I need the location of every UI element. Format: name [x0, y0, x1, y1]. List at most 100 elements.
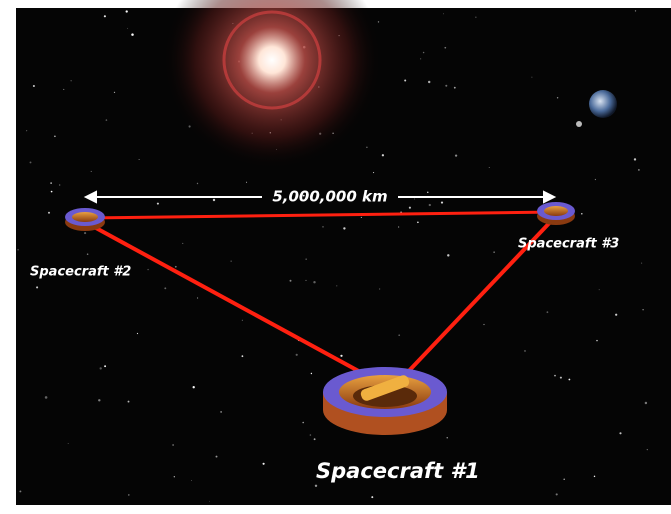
star	[493, 251, 495, 253]
star	[420, 58, 422, 60]
star	[555, 493, 558, 496]
star	[454, 154, 458, 157]
star	[524, 350, 526, 352]
star	[404, 79, 407, 82]
star	[138, 159, 140, 161]
star	[63, 88, 65, 90]
star	[568, 378, 571, 381]
star	[113, 91, 116, 94]
star	[531, 76, 533, 78]
star	[642, 309, 644, 311]
star	[128, 494, 130, 496]
stars	[17, 10, 648, 502]
star	[633, 158, 637, 161]
star	[19, 490, 22, 493]
node-label: Spacecraft #3	[518, 237, 619, 252]
star	[192, 386, 195, 389]
star	[314, 484, 318, 487]
star	[84, 232, 87, 235]
star	[305, 279, 307, 281]
star	[36, 286, 39, 289]
spacecraft-1	[323, 367, 447, 435]
node-label: Spacecraft #1	[316, 459, 480, 483]
star	[125, 10, 128, 13]
star	[54, 135, 56, 138]
star	[313, 438, 316, 441]
star	[241, 355, 244, 358]
star	[442, 13, 444, 15]
star	[554, 374, 556, 377]
star	[50, 182, 52, 184]
spacecraft-2	[65, 208, 105, 231]
star	[453, 86, 456, 89]
laser-link	[84, 220, 376, 382]
star	[594, 178, 597, 181]
star	[230, 260, 232, 262]
star	[29, 161, 32, 164]
star	[172, 444, 174, 446]
star	[381, 154, 385, 157]
star	[156, 202, 159, 205]
distance-arrow	[83, 190, 557, 204]
star	[103, 15, 106, 18]
star	[47, 211, 51, 214]
star	[127, 27, 129, 29]
star	[546, 311, 549, 314]
star	[196, 182, 199, 185]
star	[373, 172, 375, 174]
star	[190, 480, 192, 482]
star	[173, 476, 175, 478]
star	[127, 400, 130, 403]
star	[398, 226, 400, 228]
star	[596, 339, 598, 342]
star	[377, 21, 380, 23]
star	[241, 319, 243, 321]
star	[475, 16, 477, 18]
star	[86, 253, 89, 255]
star	[447, 254, 450, 257]
star	[67, 443, 69, 444]
star	[313, 280, 316, 284]
moon	[576, 121, 582, 127]
star	[336, 285, 338, 287]
star	[310, 372, 313, 375]
star	[17, 248, 19, 251]
star	[105, 119, 108, 121]
star	[422, 51, 425, 54]
star	[446, 437, 448, 439]
star	[322, 226, 324, 228]
star	[400, 211, 402, 213]
star	[559, 376, 562, 379]
star	[246, 181, 248, 183]
star	[417, 221, 419, 224]
star	[164, 287, 167, 290]
star	[634, 10, 637, 12]
star	[136, 332, 139, 335]
arrow-head	[83, 190, 97, 204]
star	[50, 190, 53, 193]
arrow-head	[543, 190, 557, 204]
star	[360, 216, 362, 218]
star	[646, 448, 648, 451]
earth	[589, 90, 617, 118]
star	[563, 478, 565, 481]
star	[644, 401, 648, 405]
star	[593, 475, 596, 478]
star	[220, 411, 222, 413]
star	[208, 500, 210, 502]
laser-link	[403, 214, 558, 377]
star	[309, 434, 312, 436]
star	[104, 365, 107, 368]
star	[427, 191, 429, 193]
star	[427, 80, 431, 84]
laser-links	[84, 210, 558, 382]
star	[483, 323, 485, 326]
star	[99, 367, 102, 370]
star	[408, 206, 411, 209]
star	[581, 213, 583, 215]
star	[305, 258, 307, 260]
star	[371, 496, 374, 499]
star	[215, 455, 218, 458]
star	[619, 432, 622, 435]
